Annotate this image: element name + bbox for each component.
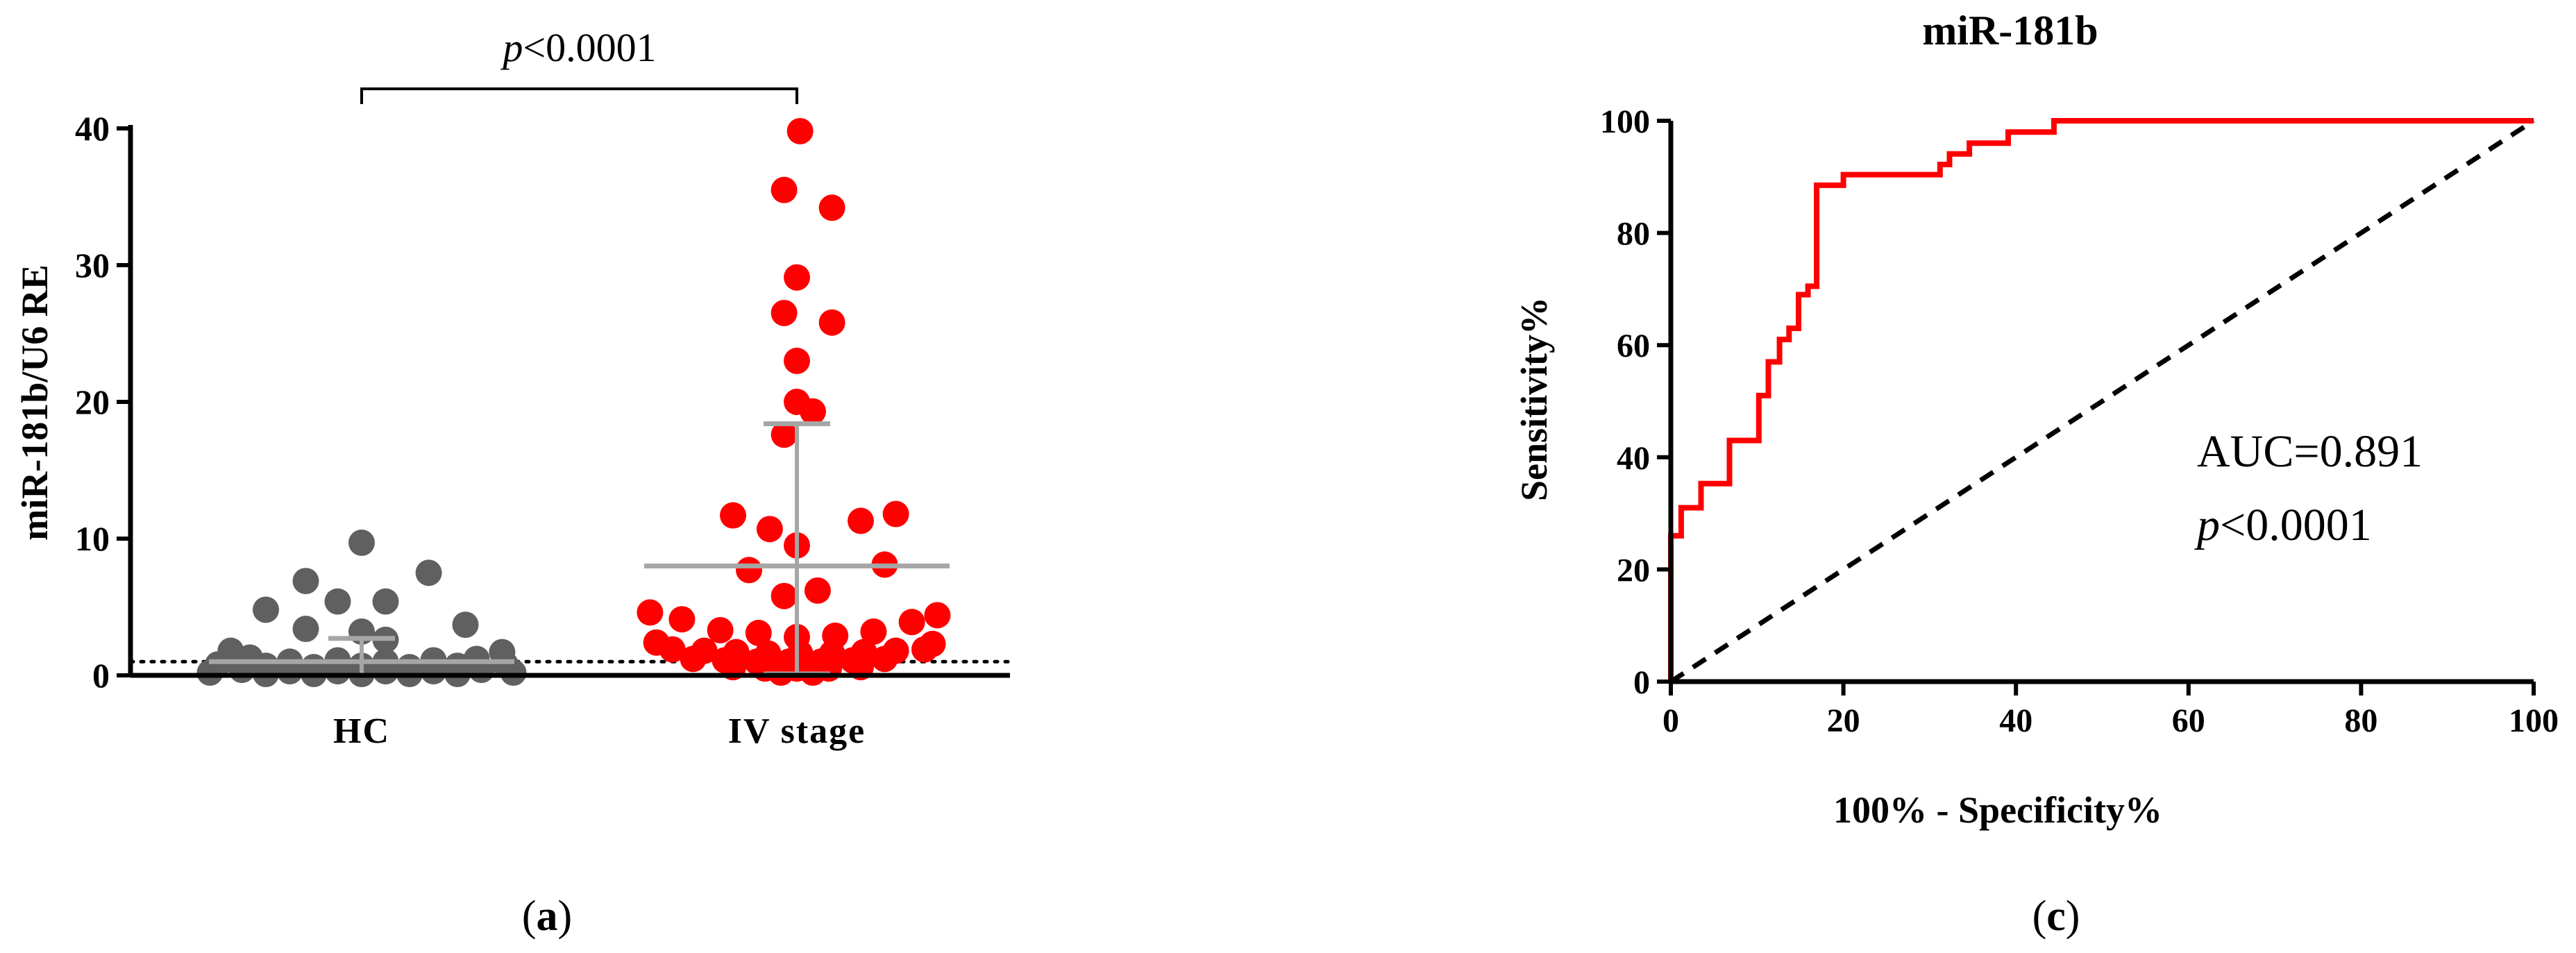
data-point xyxy=(771,582,798,609)
data-point xyxy=(324,658,351,685)
y-tick-label: 40 xyxy=(75,109,110,148)
y-tick-label: 0 xyxy=(1633,664,1650,701)
data-point xyxy=(898,609,925,636)
panel-c-chart: miR-181b 0 20 40 60 80 100 0 20 40 60 80 100 Sensi… xyxy=(1513,8,2559,940)
data-point xyxy=(848,507,874,534)
x-axis-label: 100% - Specificity% xyxy=(1833,789,2162,831)
data-point xyxy=(871,646,898,673)
x-category-labels: HC IV stage xyxy=(333,711,866,751)
data-point xyxy=(415,559,442,587)
significance-bracket: p<0.0001 xyxy=(360,25,798,104)
data-point xyxy=(784,264,810,291)
data-point xyxy=(348,529,375,556)
y-axis-label: miR-181b/U6 RE xyxy=(14,264,56,541)
y-tick-labels: 0 20 40 60 80 100 xyxy=(1600,103,1650,701)
reference-diagonal-line xyxy=(1669,119,2535,684)
x-tick-label: 40 xyxy=(1999,702,2032,739)
data-point xyxy=(882,500,909,528)
data-point xyxy=(720,502,746,529)
data-point xyxy=(253,596,279,623)
data-point xyxy=(324,588,351,615)
data-point xyxy=(800,398,826,425)
data-point xyxy=(860,618,887,645)
y-tick-label: 30 xyxy=(75,246,110,285)
x-tick-label: 20 xyxy=(1827,702,1860,739)
chart-title: miR-181b xyxy=(1922,8,2098,53)
y-tick-label: 100 xyxy=(1600,103,1650,140)
significance-label: p<0.0001 xyxy=(500,25,656,70)
x-tick-label: 80 xyxy=(2344,702,2377,739)
data-point xyxy=(292,616,319,643)
summary-bars xyxy=(209,421,950,678)
p-value-annotation: p<0.0001 xyxy=(2194,500,2372,550)
y-tick-label: 10 xyxy=(75,519,110,558)
data-point xyxy=(372,588,399,615)
data-point xyxy=(756,516,783,543)
data-point xyxy=(924,602,951,629)
data-point xyxy=(292,568,319,595)
data-point xyxy=(771,176,798,203)
x-category-label: HC xyxy=(333,711,390,751)
data-points xyxy=(196,117,951,688)
data-point xyxy=(372,658,399,685)
data-point xyxy=(804,577,831,604)
data-point xyxy=(680,646,707,673)
data-point xyxy=(452,612,479,639)
data-point xyxy=(707,616,734,643)
auc-annotation: AUC=0.891 xyxy=(2197,426,2423,477)
y-tick-label: 20 xyxy=(1617,552,1650,589)
panel-label-c: (c) xyxy=(2032,893,2080,940)
y-tick-label: 80 xyxy=(1617,216,1650,253)
data-point xyxy=(818,309,845,336)
y-axis-label: Sensitivity% xyxy=(1513,297,1555,501)
data-point xyxy=(771,299,798,326)
data-point xyxy=(420,658,447,685)
y-tick-labels: 0 10 20 30 40 xyxy=(75,109,110,695)
data-point xyxy=(500,659,527,686)
axes xyxy=(117,125,1010,678)
data-point xyxy=(659,636,686,663)
x-tick-label: 100 xyxy=(2509,702,2559,739)
y-tick-label: 0 xyxy=(92,656,110,695)
data-point xyxy=(276,658,303,685)
data-point xyxy=(196,659,224,686)
y-tick-label: 40 xyxy=(1617,440,1650,477)
data-point xyxy=(784,347,810,374)
data-point xyxy=(736,557,762,584)
data-point xyxy=(771,421,798,448)
data-point xyxy=(818,194,845,221)
y-tick-label: 20 xyxy=(75,382,110,421)
data-point xyxy=(786,117,814,144)
panel-label-a: (a) xyxy=(522,893,572,940)
roc-curve-line xyxy=(1668,118,2534,682)
data-point xyxy=(637,599,664,626)
x-tick-label: 0 xyxy=(1662,702,1679,739)
x-tick-labels: 0 20 40 60 80 100 xyxy=(1662,702,2559,739)
x-tick-label: 60 xyxy=(2172,702,2205,739)
axes xyxy=(1657,119,2536,695)
y-tick-label: 60 xyxy=(1617,328,1650,364)
data-point xyxy=(668,606,696,633)
data-point xyxy=(745,619,772,646)
series-lines xyxy=(1668,118,2535,684)
panel-a-chart: 0 10 20 30 40 HC IV stage miR-181b/U6 RE p<0.… xyxy=(14,25,1012,940)
x-category-label: IV stage xyxy=(728,711,866,751)
data-point xyxy=(911,636,938,663)
